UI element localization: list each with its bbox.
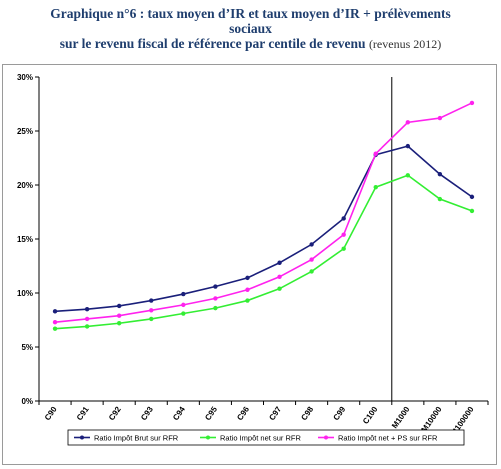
data-point (437, 172, 443, 177)
y-tick-label: 10% (17, 289, 33, 298)
chart-title-line2: sociaux (229, 21, 272, 36)
data-point (341, 246, 346, 251)
data-point (469, 208, 475, 214)
data-point (213, 284, 218, 289)
data-point (277, 260, 282, 265)
data-point (469, 194, 475, 200)
chart-title-line1: Graphique n°6 : taux moyen d’IR et taux … (50, 6, 451, 21)
legend-swatch-marker (206, 435, 210, 440)
data-point (116, 321, 122, 326)
data-point (309, 257, 314, 262)
x-tick-label: C92 (107, 405, 123, 423)
data-point (405, 120, 411, 125)
data-point (181, 302, 186, 308)
data-point (245, 275, 250, 281)
data-point (277, 274, 282, 279)
x-tick-label: C96 (235, 405, 251, 423)
y-tick-label: 15% (17, 235, 33, 244)
x-tick-label: C94 (171, 405, 187, 423)
data-point (245, 287, 250, 292)
data-point (213, 296, 218, 301)
x-tick-label: C99 (332, 405, 348, 423)
series-line (54, 174, 473, 330)
legend-label: Ratio Impôt net + PS sur RFR (338, 434, 438, 443)
legend-swatch-marker (80, 435, 84, 440)
chart-title-note: (revenus 2012) (368, 37, 442, 51)
data-point (437, 196, 443, 202)
data-point (469, 100, 475, 106)
data-point (277, 286, 282, 291)
data-point (437, 115, 443, 121)
series-lines (52, 100, 475, 331)
x-tick-label: C93 (139, 405, 155, 423)
data-point (149, 316, 154, 322)
series-line (54, 145, 473, 313)
x-tick-label: C90 (43, 405, 59, 423)
x-tick-label: C91 (75, 405, 91, 423)
chart-title-line3: sur le revenu fiscal de référence par ce… (0, 36, 501, 52)
legend-box (67, 429, 465, 446)
data-point (84, 307, 90, 312)
data-point (181, 291, 186, 297)
x-tick-label: C95 (203, 405, 219, 423)
x-tick-label: M10000 (420, 405, 444, 434)
data-point (84, 316, 90, 322)
data-point (341, 232, 346, 237)
x-tick-label: C98 (299, 405, 315, 423)
y-tick-label: 25% (17, 127, 33, 136)
data-point (116, 303, 122, 309)
data-point (52, 326, 58, 331)
data-point (181, 311, 186, 316)
data-point (213, 305, 218, 311)
data-point (341, 216, 346, 221)
x-tick-label: M1000 (390, 405, 412, 431)
legend-swatch-marker (324, 435, 328, 440)
legend-label: Ratio Impôt Brut sur RFR (94, 434, 179, 443)
data-point (116, 313, 122, 318)
chart-title-line3-main: sur le revenu fiscal de référence par ce… (59, 36, 366, 51)
x-tick-label: C100 (361, 405, 380, 426)
data-point (373, 151, 378, 156)
chart-title: Graphique n°6 : taux moyen d’IR et taux … (0, 6, 501, 52)
data-point (52, 309, 58, 314)
data-point (52, 319, 58, 325)
data-point (309, 242, 314, 247)
data-point (373, 184, 378, 190)
legend-label: Ratio Impôt net sur RFR (220, 434, 301, 443)
axes (35, 76, 489, 405)
legend: Ratio Impôt Brut sur RFR Ratio Impôt net … (67, 429, 465, 446)
data-point (149, 298, 154, 303)
tick-labels: 0% 5% 10% 15% 20% 25% 30% C90 C91 C92 C93 C94 C95 C96… (17, 73, 476, 437)
data-point (84, 324, 90, 329)
data-point (149, 308, 154, 313)
data-point (405, 173, 411, 178)
y-tick-label: 20% (17, 181, 33, 190)
data-point (245, 298, 250, 303)
series-line (54, 102, 473, 323)
y-tick-label: 5% (21, 343, 33, 352)
x-tick-label: C97 (267, 405, 283, 423)
data-point (309, 269, 314, 274)
y-tick-label: 30% (17, 73, 33, 82)
chart-frame (2, 64, 497, 465)
data-point (405, 143, 411, 149)
y-tick-label: 0% (21, 397, 33, 406)
